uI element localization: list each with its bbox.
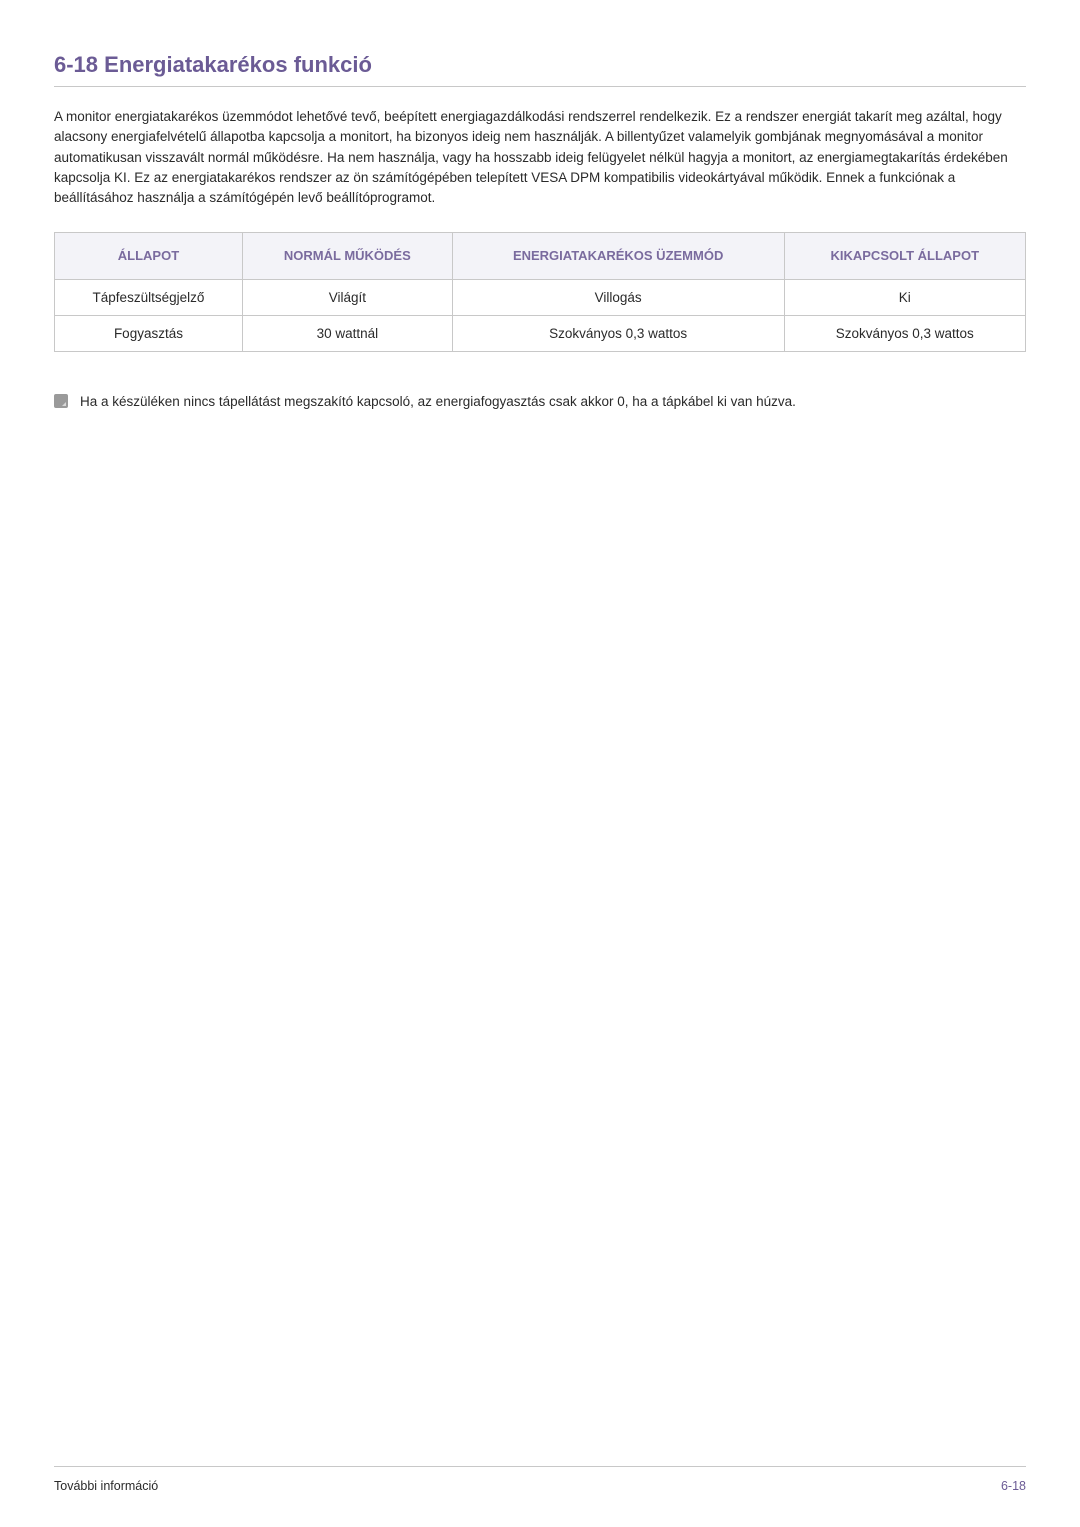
table-cell: Villogás [452, 280, 784, 316]
table-cell: Ki [784, 280, 1025, 316]
table-cell: Fogyasztás [55, 316, 243, 352]
table-row: Fogyasztás 30 wattnál Szokványos 0,3 wat… [55, 316, 1026, 352]
section-paragraph: A monitor energiatakarékos üzemmódot leh… [54, 107, 1026, 208]
table-cell: Szokványos 0,3 wattos [784, 316, 1025, 352]
section-heading: 6-18 Energiatakarékos funkció [54, 52, 1026, 87]
table-header-cell: ÁLLAPOT [55, 233, 243, 280]
footer-left-text: További információ [54, 1479, 158, 1493]
note-icon [54, 394, 68, 408]
note-text: Ha a készüléken nincs tápellátást megsza… [80, 392, 796, 412]
table-cell: Világít [242, 280, 452, 316]
table-header-row: ÁLLAPOT NORMÁL MŰKÖDÉS ENERGIATAKARÉKOS … [55, 233, 1026, 280]
footer-page-number: 6-18 [1001, 1479, 1026, 1493]
note-row: Ha a készüléken nincs tápellátást megsza… [54, 392, 1026, 412]
table-row: Tápfeszültségjelző Világít Villogás Ki [55, 280, 1026, 316]
document-page: 6-18 Energiatakarékos funkció A monitor … [0, 0, 1080, 413]
table-cell: Tápfeszültségjelző [55, 280, 243, 316]
power-state-table: ÁLLAPOT NORMÁL MŰKÖDÉS ENERGIATAKARÉKOS … [54, 232, 1026, 352]
page-footer: További információ 6-18 [54, 1466, 1026, 1493]
table-header-cell: KIKAPCSOLT ÁLLAPOT [784, 233, 1025, 280]
table-header-cell: NORMÁL MŰKÖDÉS [242, 233, 452, 280]
table-cell: Szokványos 0,3 wattos [452, 316, 784, 352]
table-cell: 30 wattnál [242, 316, 452, 352]
table-header-cell: ENERGIATAKARÉKOS ÜZEMMÓD [452, 233, 784, 280]
